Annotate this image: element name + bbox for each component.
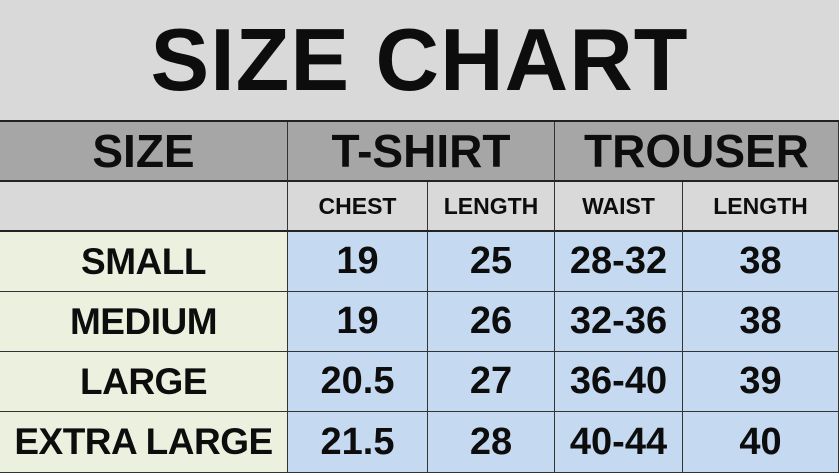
- header-size: SIZE: [0, 122, 288, 182]
- cell-waist: 32-36: [555, 292, 683, 352]
- cell-tshirt-length: 26: [428, 292, 555, 352]
- header-trouser: TROUSER: [555, 122, 839, 182]
- subheader-chest: CHEST: [288, 182, 428, 232]
- subheader-empty: [0, 182, 288, 232]
- cell-tshirt-length: 28: [428, 412, 555, 473]
- cell-tshirt-length: 25: [428, 232, 555, 292]
- row-size: MEDIUM: [0, 292, 288, 352]
- cell-trouser-length: 40: [683, 412, 839, 473]
- cell-chest: 20.5: [288, 352, 428, 412]
- cell-chest: 19: [288, 292, 428, 352]
- row-size: EXTRA LARGE: [0, 412, 288, 473]
- header-tshirt: T-SHIRT: [288, 122, 555, 182]
- cell-waist: 28-32: [555, 232, 683, 292]
- page-title: SIZE CHART: [0, 0, 839, 120]
- cell-chest: 19: [288, 232, 428, 292]
- row-size: LARGE: [0, 352, 288, 412]
- cell-tshirt-length: 27: [428, 352, 555, 412]
- cell-trouser-length: 38: [683, 292, 839, 352]
- cell-waist: 36-40: [555, 352, 683, 412]
- subheader-tshirt-length: LENGTH: [428, 182, 555, 232]
- cell-waist: 40-44: [555, 412, 683, 473]
- cell-trouser-length: 38: [683, 232, 839, 292]
- row-size: SMALL: [0, 232, 288, 292]
- cell-chest: 21.5: [288, 412, 428, 473]
- cell-trouser-length: 39: [683, 352, 839, 412]
- subheader-trouser-length: LENGTH: [683, 182, 839, 232]
- size-table: SIZE T-SHIRT TROUSER CHEST LENGTH WAIST …: [0, 120, 839, 473]
- subheader-waist: WAIST: [555, 182, 683, 232]
